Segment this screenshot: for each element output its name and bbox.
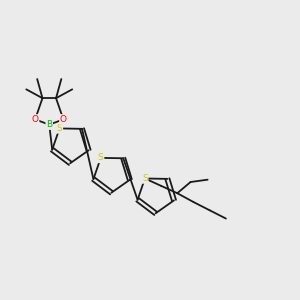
Text: O: O (32, 115, 39, 124)
Text: S: S (57, 124, 62, 133)
Text: B: B (46, 120, 52, 129)
Text: S: S (142, 174, 148, 183)
Text: O: O (60, 115, 67, 124)
Text: S: S (98, 153, 103, 162)
